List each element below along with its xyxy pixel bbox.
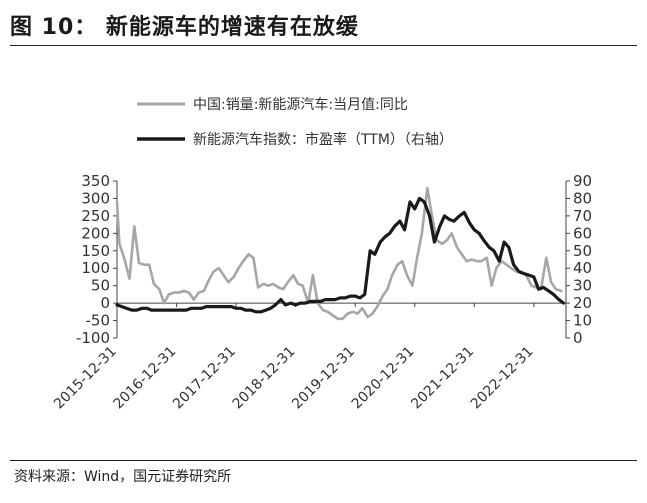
page-title: 图 10： 新能源车的增速有在放缓	[10, 15, 359, 40]
series-line-pe-ttm	[115, 196, 566, 314]
x-tick-label: 2021-12-31	[408, 344, 477, 413]
series-line-sales-yoy	[115, 186, 563, 321]
x-tick-label: 2015-12-31	[51, 344, 120, 413]
x-tick-label: 2022-12-31	[468, 344, 537, 413]
y-right-tick-label: 30	[573, 277, 592, 295]
legend-label: 新能源汽车指数：市盈率（TTM）（右轴）	[193, 131, 453, 148]
y-right-tick-label: 20	[573, 294, 592, 312]
x-tick-label: 2018-12-31	[230, 344, 299, 413]
x-tick-label: 2016-12-31	[111, 344, 180, 413]
title-divider	[10, 45, 637, 46]
chart: 350300250200150100500-50-100908070605040…	[51, 96, 592, 413]
x-tick-label: 2019-12-31	[289, 344, 358, 413]
y-left-tick-label: 0	[100, 294, 110, 312]
y-left-tick-label: 200	[81, 224, 110, 242]
x-tick-label: 2017-12-31	[170, 344, 239, 413]
y-left-tick-label: 300	[81, 189, 110, 207]
y-right-tick-label: 10	[573, 312, 592, 330]
y-right-tick-label: 90	[573, 172, 592, 190]
y-left-tick-label: -50	[86, 312, 111, 330]
y-left-tick-label: 100	[81, 259, 110, 277]
footer-divider	[10, 460, 637, 461]
y-right-tick-label: 50	[573, 242, 592, 260]
y-right-tick-label: 0	[573, 329, 583, 347]
y-left-tick-label: 50	[91, 277, 110, 295]
source-note: 资料来源：Wind，国元证券研究所	[14, 469, 232, 485]
x-tick-label: 2020-12-31	[349, 344, 418, 413]
y-right-tick-label: 60	[573, 224, 592, 242]
y-right-tick-label: 80	[573, 189, 592, 207]
legend-label: 中国:销量:新能源汽车:当月值:同比	[193, 96, 408, 113]
y-left-tick-label: 150	[81, 242, 110, 260]
y-right-tick-label: 70	[573, 207, 592, 225]
y-left-tick-label: 250	[81, 207, 110, 225]
y-left-tick-label: -100	[76, 329, 110, 347]
y-right-tick-label: 40	[573, 259, 592, 277]
y-left-tick-label: 350	[81, 172, 110, 190]
